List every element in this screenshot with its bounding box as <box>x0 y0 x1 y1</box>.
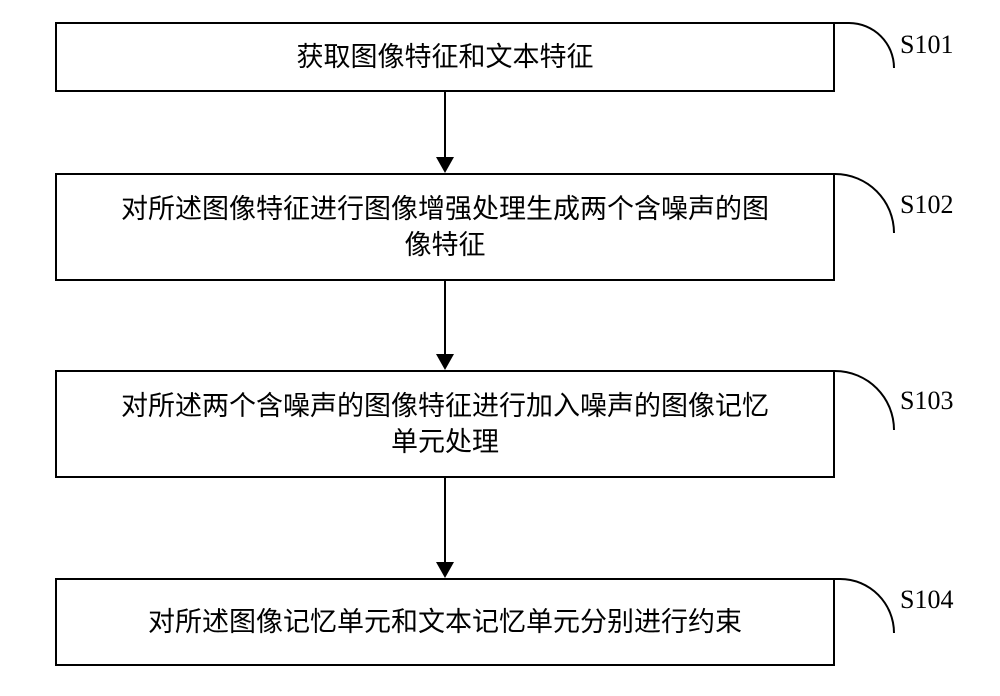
step-text: 对所述两个含噪声的图像特征进行加入噪声的图像记忆单元处理 <box>121 388 769 461</box>
arrow-line-2 <box>444 281 446 354</box>
step-label-s104: S104 <box>900 585 953 615</box>
step-label-s102: S102 <box>900 190 953 220</box>
step-box-s101: 获取图像特征和文本特征 <box>55 22 835 92</box>
step-text: 对所述图像特征进行图像增强处理生成两个含噪声的图像特征 <box>121 191 769 264</box>
label-connector-2 <box>835 173 895 233</box>
label-connector-1 <box>835 22 895 68</box>
arrow-head-3 <box>436 562 454 578</box>
step-box-s104: 对所述图像记忆单元和文本记忆单元分别进行约束 <box>55 578 835 666</box>
step-text: 获取图像特征和文本特征 <box>297 39 594 75</box>
step-text: 对所述图像记忆单元和文本记忆单元分别进行约束 <box>148 604 742 640</box>
flowchart-canvas: 获取图像特征和文本特征 S101 对所述图像特征进行图像增强处理生成两个含噪声的图像… <box>0 0 1000 696</box>
arrow-head-2 <box>436 354 454 370</box>
step-box-s103: 对所述两个含噪声的图像特征进行加入噪声的图像记忆单元处理 <box>55 370 835 478</box>
step-label-s103: S103 <box>900 386 953 416</box>
arrow-line-3 <box>444 478 446 562</box>
arrow-head-1 <box>436 157 454 173</box>
step-label-s101: S101 <box>900 30 953 60</box>
step-box-s102: 对所述图像特征进行图像增强处理生成两个含噪声的图像特征 <box>55 173 835 281</box>
label-connector-4 <box>835 578 895 633</box>
label-connector-3 <box>835 370 895 430</box>
arrow-line-1 <box>444 92 446 157</box>
